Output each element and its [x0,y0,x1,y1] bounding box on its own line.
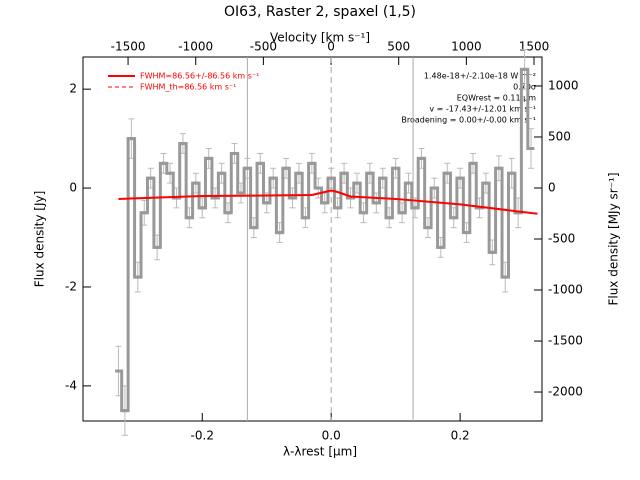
fit-line [118,189,538,215]
x2-tick-label: 1000 [451,40,482,54]
x-axis-label: λ-λrest [μm] [283,445,357,459]
annotation: Broadening = 0.00+/-0.00 km s⁻¹ [401,116,536,125]
y-tick-label: -2 [65,279,77,293]
y2-tick-label: -1500 [548,334,583,348]
x2-tick-label: -500 [250,40,277,54]
y2-tick-label: -500 [548,232,575,246]
chart-title: OI63, Raster 2, spaxel (1,5) [224,4,416,20]
annotation: 1.48e-18+/-2.10e-18 W m⁻² [424,72,536,81]
annotation: v = -17.43+/-12.01 km s⁻¹ [429,105,536,114]
y-axis-label: Flux density [Jy] [33,191,47,288]
y-tick-label: -4 [65,378,77,392]
x2-tick-label: 500 [387,40,410,54]
y2-tick-label: 1000 [548,78,579,92]
x-tick-label: 0.2 [451,429,470,443]
y2-tick-label: 0 [548,180,556,194]
y2-tick-label: 500 [548,129,571,143]
x2-tick-label: 1500 [519,40,550,54]
x2-tick-label: -1000 [178,40,213,54]
legend-label: FWHM=86.56+/-86.56 km s⁻¹ [140,72,259,81]
x2-tick-label: -1500 [111,40,146,54]
y2-tick-label: -2000 [548,385,583,399]
x2-axis-label: Velocity [km s⁻¹] [270,31,370,45]
x2-tick-label: 0 [327,40,335,54]
x-tick-label: 0.0 [322,429,341,443]
y2-tick-label: -1000 [548,283,583,297]
legend-label: FWHM_th=86.56 km s⁻¹ [140,83,236,92]
annotation: EQWrest = 0.11 μm [457,94,536,103]
y-tick-label: 0 [69,181,77,195]
y2-axis-label: Flux density [MJy sr⁻¹] [607,172,621,305]
y-tick-label: 2 [69,82,77,96]
x-tick-label: -0.2 [191,429,214,443]
